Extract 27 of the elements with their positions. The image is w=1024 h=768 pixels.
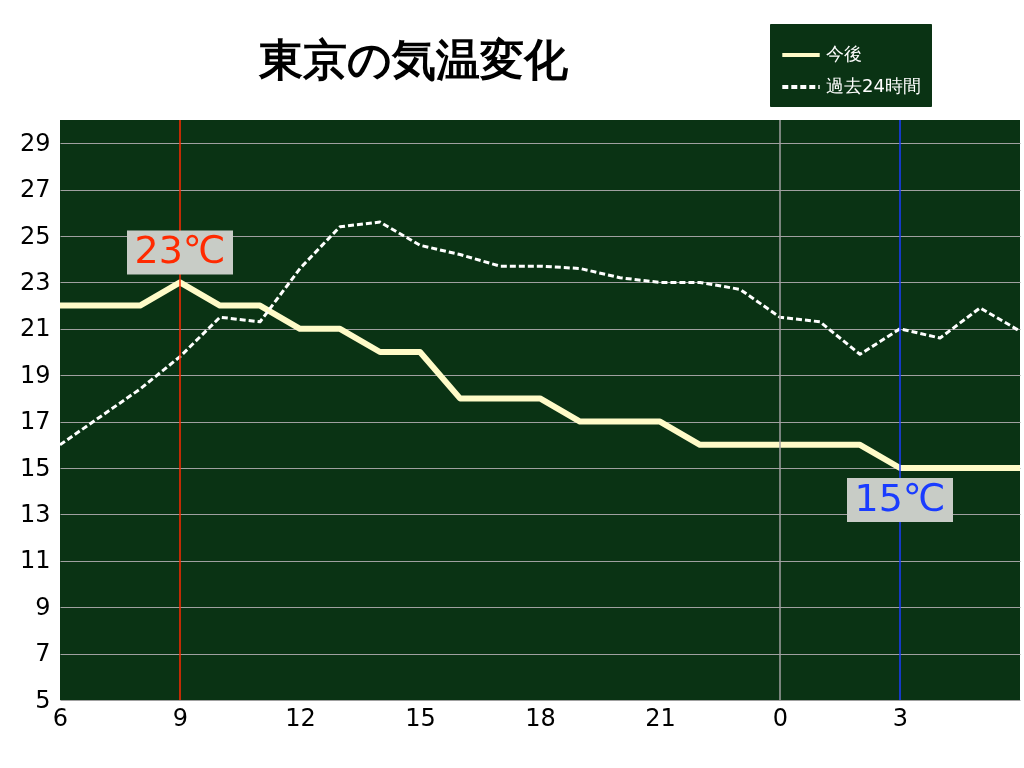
x-tick-label: 9 [172,703,189,732]
x-tick-label: 6 [52,703,69,732]
x-tick-label: 12 [285,703,316,732]
y-tick-label: 21 [19,314,51,343]
chart-title: 東京の気温変化 [258,33,570,85]
x-tick-label: 15 [405,703,436,732]
y-tick-label: 19 [19,360,51,389]
y-tick-label: 15 [19,453,51,482]
y-tick-label: 25 [19,221,51,250]
x-tick-label: 3 [892,703,909,732]
line-series [60,220,1020,447]
y-tick-label: 5 [35,685,51,714]
x-tick-label: 0 [772,703,789,732]
y-tick-label: 23 [19,267,51,296]
y-tick-label: 7 [35,639,51,668]
legend-label: 過去24時間 [826,75,921,96]
y-tick-label: 9 [35,592,51,621]
annotation: 23℃ [134,228,226,273]
y-tick-label: 13 [19,499,51,528]
annotation: 15℃ [854,476,946,520]
y-tick-label: 17 [19,407,51,436]
legend-label: 今後 [826,43,862,64]
y-tick-label: 27 [19,175,51,204]
y-tick-label: 11 [19,546,51,575]
x-tick-label: 21 [645,703,676,732]
y-tick-label: 29 [19,128,51,157]
x-tick-label: 18 [525,703,556,732]
